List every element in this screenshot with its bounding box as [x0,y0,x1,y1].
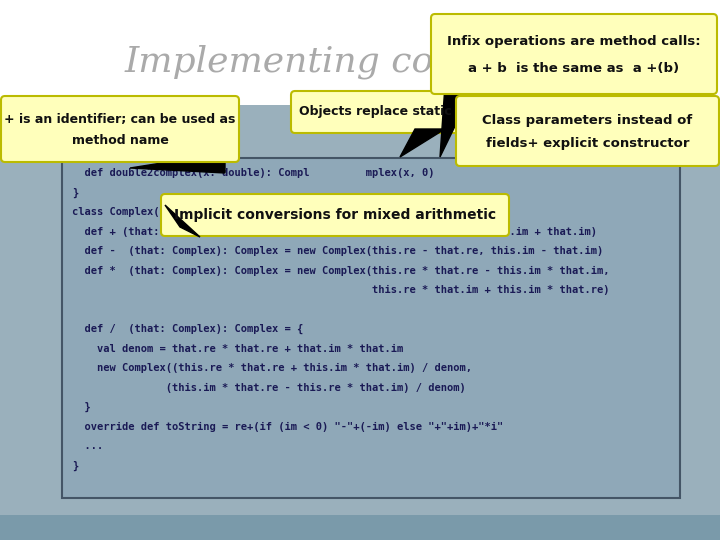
Text: ...: ... [72,441,103,451]
Text: Objects replace static class members: Objects replace static class members [300,105,561,118]
Text: }: } [72,461,78,471]
Text: def double2complex(x: double): Compl         mplex(x, 0): def double2complex(x: double): Compl mpl… [72,168,434,178]
Text: }: } [72,187,78,198]
Text: (this.im * that.re - this.re * that.im) / denom): (this.im * that.re - this.re * that.im) … [72,382,466,393]
Text: method name: method name [71,134,168,147]
Text: Infix operations are method calls:: Infix operations are method calls: [447,35,701,48]
FancyBboxPatch shape [0,515,720,540]
Text: Implementing co: Implementing co [125,45,434,79]
FancyBboxPatch shape [456,96,719,166]
Text: new Complex((this.re * that.re + this.im * that.im) / denom,: new Complex((this.re * that.re + this.im… [72,363,472,373]
Text: Class parameters instead of: Class parameters instead of [482,114,693,127]
Polygon shape [165,205,200,237]
Text: override def toString = re+(if (im < 0) "-"+(-im) else "+"+im)+"*i": override def toString = re+(if (im < 0) … [72,422,503,431]
Text: fields+ explicit constructor: fields+ explicit constructor [486,137,689,150]
Text: class Complex(val re: double, val im: double) {: class Complex(val re: double, val im: do… [72,207,366,217]
Text: val denom = that.re * that.re + that.im * that.im: val denom = that.re * that.re + that.im … [72,343,403,354]
Text: a + b  is the same as  a +(b): a + b is the same as a +(b) [469,62,680,75]
Text: }: } [72,402,91,412]
FancyBboxPatch shape [0,0,720,105]
FancyBboxPatch shape [62,158,680,498]
Text: def *  (that: Complex): Complex = new Complex(this.re * that.re - this.im * that: def * (that: Complex): Complex = new Com… [72,266,610,275]
Text: def + (that: Complex): Complex = new Complex(this.re + that.re, this.im + that.i: def + (that: Complex): Complex = new Com… [72,226,597,237]
FancyBboxPatch shape [291,91,569,133]
Text: + is an identifier; can be used as: + is an identifier; can be used as [4,113,235,126]
Polygon shape [440,85,475,157]
FancyBboxPatch shape [431,14,717,94]
Text: def -  (that: Complex): Complex = new Complex(this.re - that.re, this.im - that.: def - (that: Complex): Complex = new Com… [72,246,603,256]
Polygon shape [130,153,225,173]
Text: Implicit conversions for mixed arithmetic: Implicit conversions for mixed arithmeti… [174,208,496,222]
Text: this.re * that.im + this.im * that.re): this.re * that.im + this.im * that.re) [72,285,610,295]
Text: def /  (that: Complex): Complex = {: def / (that: Complex): Complex = { [72,324,303,334]
FancyBboxPatch shape [1,96,239,162]
Polygon shape [400,129,445,157]
FancyBboxPatch shape [161,194,509,236]
